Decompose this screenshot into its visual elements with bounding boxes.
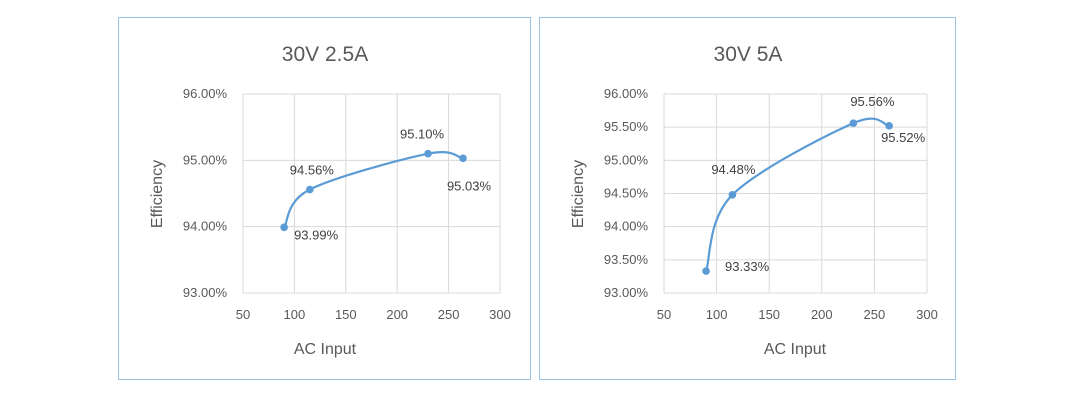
data-label: 94.56% (290, 163, 335, 178)
efficiency-chart-2-5a: 30V 2.5A AC Input Efficiency 50 100 150 200… (149, 43, 511, 358)
data-point (306, 185, 314, 194)
data-label: 95.03% (447, 178, 492, 193)
y-tick-label: 94.50% (604, 186, 649, 201)
y-tick-label: 96.00% (183, 86, 228, 101)
x-tick-label: 100 (284, 307, 306, 322)
efficiency-chart-5a: 30V 5A AC Input Efficiency 50 100 150 200 25… (570, 43, 938, 358)
x-tick-label: 300 (916, 307, 938, 322)
x-axis-title: AC Input (764, 341, 827, 358)
data-point (280, 223, 288, 232)
series-line (283, 151, 464, 228)
y-tick-label: 94.00% (183, 219, 228, 234)
data-label: 93.33% (725, 259, 770, 274)
y-axis-title: Efficiency (149, 160, 166, 228)
data-point (728, 191, 737, 199)
data-point (849, 119, 858, 127)
x-tick-label: 250 (864, 307, 886, 322)
y-tick-label: 93.00% (604, 285, 649, 300)
x-tick-label: 100 (706, 307, 728, 322)
x-tick-label: 50 (236, 307, 250, 322)
series-line (705, 117, 890, 272)
chart-panel-2-5a: 30V 2.5A AC Input Efficiency 50 100 150 200… (118, 17, 531, 380)
data-label: 93.99% (294, 227, 339, 242)
y-tick-label: 96.00% (604, 86, 649, 101)
data-label: 95.10% (400, 127, 445, 142)
data-label: 95.52% (881, 130, 926, 145)
x-tick-label: 300 (489, 307, 511, 322)
y-tick-label: 95.50% (604, 119, 649, 134)
x-tick-label: 250 (438, 307, 460, 322)
gridlines (663, 93, 928, 294)
y-tick-label: 94.00% (604, 219, 649, 234)
x-axis-title: AC Input (294, 341, 357, 358)
x-tick-label: 200 (811, 307, 833, 322)
y-axis-title: Efficiency (570, 160, 587, 228)
x-tick-label: 50 (657, 307, 671, 322)
x-tick-label: 150 (758, 307, 780, 322)
chart-title: 30V 5A (714, 43, 783, 66)
data-label: 95.56% (850, 94, 895, 109)
chart-panel-5a: 30V 5A AC Input Efficiency 50 100 150 200 25… (539, 17, 956, 380)
data-point (885, 122, 893, 130)
data-label: 94.48% (711, 162, 756, 177)
gridlines (242, 93, 501, 294)
data-point (459, 154, 467, 163)
y-tick-label: 93.00% (183, 285, 228, 300)
x-tick-label: 200 (386, 307, 408, 322)
chart-title: 30V 2.5A (282, 43, 368, 66)
y-tick-label: 93.50% (604, 252, 649, 267)
x-tick-label: 150 (335, 307, 357, 322)
data-point (702, 267, 710, 275)
y-tick-label: 95.00% (604, 152, 649, 167)
y-tick-label: 95.00% (183, 152, 228, 167)
data-point (424, 149, 432, 158)
